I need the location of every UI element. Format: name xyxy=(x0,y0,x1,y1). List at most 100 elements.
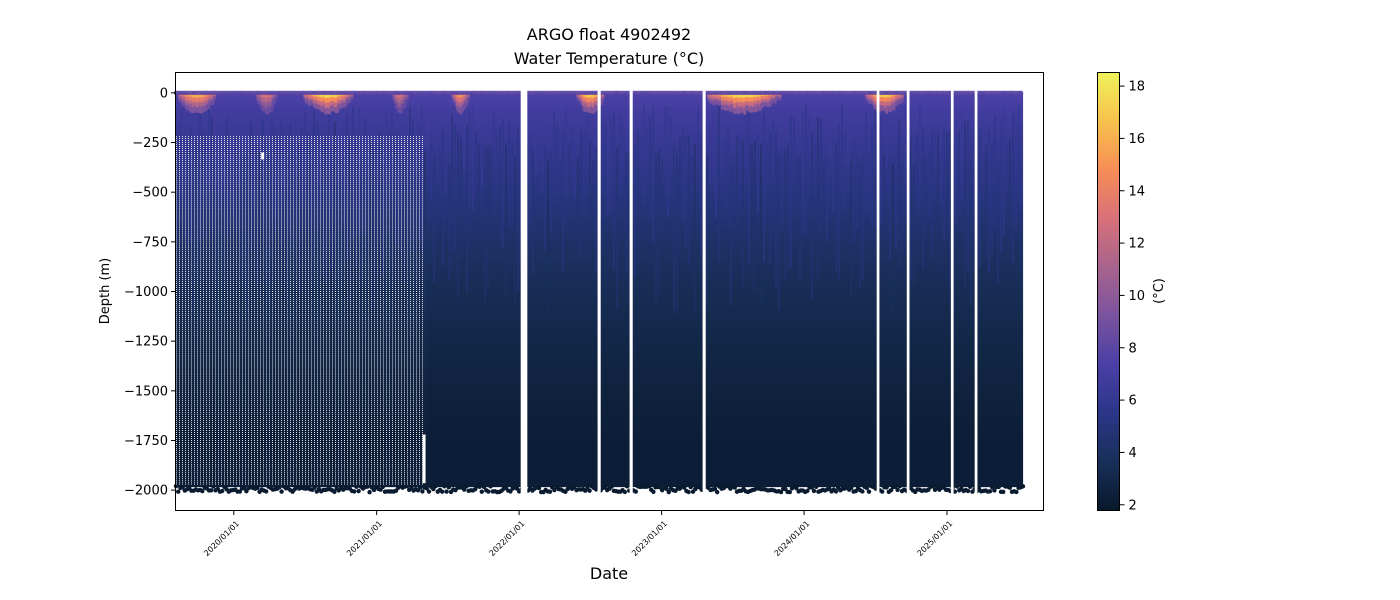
bottom-point xyxy=(587,488,592,493)
bottom-point xyxy=(200,488,205,494)
bottom-point xyxy=(332,489,337,494)
bottom-point xyxy=(682,485,687,490)
bottom-point xyxy=(211,484,216,489)
y-tick-label: −2000 xyxy=(124,484,168,499)
x-tick-label: 2022/01/01 xyxy=(488,519,527,558)
bottom-point xyxy=(424,486,429,491)
bottom-point xyxy=(1020,484,1026,489)
bottom-point xyxy=(481,484,487,490)
bottom-point xyxy=(633,489,638,494)
bottom-point xyxy=(547,489,553,494)
bottom-point xyxy=(426,489,432,494)
bottom-point xyxy=(712,486,718,492)
colorbar-gradient xyxy=(1097,72,1120,511)
y-axis-label: Depth (m) xyxy=(98,258,113,325)
bottom-point xyxy=(380,484,385,490)
bottom-point xyxy=(433,483,438,489)
bottom-point xyxy=(354,484,359,490)
y-tick-label: 0 xyxy=(160,86,168,101)
bottom-point xyxy=(536,485,542,491)
data-gap xyxy=(876,88,880,498)
bottom-point xyxy=(686,489,691,495)
data-gaps xyxy=(520,88,978,498)
bottom-point xyxy=(356,488,361,494)
bottom-point xyxy=(367,489,372,495)
colorbar-ticks: 2 4 6 8 10 12 14 16 18 xyxy=(1119,80,1146,513)
colorbar-tick-label: 6 xyxy=(1129,394,1137,409)
bottom-point xyxy=(488,484,493,489)
x-axis-label: Date xyxy=(590,564,628,583)
y-axis: 0 −250 −500 −750 −1000 −1250 −1500 −1750 −2000 xyxy=(124,86,176,499)
colorbar-tick-label: 14 xyxy=(1129,184,1146,199)
bottom-point xyxy=(409,485,414,490)
bottom-point xyxy=(987,489,993,494)
bottom-point xyxy=(849,485,854,490)
bottom-point xyxy=(688,484,693,490)
bottom-point xyxy=(880,489,885,494)
bottom-point xyxy=(180,485,185,490)
bottom-point xyxy=(462,487,467,492)
x-tick-label: 2021/01/01 xyxy=(345,519,384,558)
bottom-point xyxy=(651,489,656,495)
bottom-point xyxy=(479,489,484,494)
bottom-point xyxy=(664,486,669,492)
plot-area xyxy=(173,88,1026,498)
data-gap xyxy=(702,88,706,498)
bottom-point xyxy=(666,489,671,495)
bottom-point xyxy=(176,489,181,494)
bottom-point xyxy=(811,488,817,494)
data-gap xyxy=(974,88,978,498)
bottom-point xyxy=(442,484,447,489)
bottom-point xyxy=(220,488,225,494)
bottom-point xyxy=(264,489,269,494)
bottom-point xyxy=(732,485,737,490)
bottom-point xyxy=(787,489,792,495)
bottom-point xyxy=(1007,485,1012,490)
bottom-point xyxy=(646,484,652,489)
bottom-point xyxy=(952,489,957,494)
bottom-point xyxy=(622,489,627,495)
x-tick-label: 2025/01/01 xyxy=(915,519,954,558)
y-tick-label: −1000 xyxy=(124,285,168,300)
chart-title: ARGO float 4902492 xyxy=(527,25,691,44)
y-tick-label: −1750 xyxy=(124,434,168,449)
bottom-point xyxy=(444,489,449,494)
bottom-point xyxy=(864,485,869,491)
bottom-point xyxy=(312,485,317,490)
bottom-point xyxy=(805,488,810,494)
colorbar-tick-label: 10 xyxy=(1129,289,1146,304)
bottom-point xyxy=(279,489,284,494)
bottom-point xyxy=(440,489,445,494)
bottom-point xyxy=(930,484,935,489)
bottom-point xyxy=(965,488,971,494)
bottom-point xyxy=(277,485,282,490)
x-tick-label: 2024/01/01 xyxy=(773,519,812,558)
bottom-edge-points xyxy=(173,483,1026,495)
bottom-point xyxy=(237,489,242,494)
colorbar-tick-label: 4 xyxy=(1129,446,1137,461)
bottom-point xyxy=(464,484,469,489)
x-axis: 2020/01/01 2021/01/01 2022/01/01 2023/01/01… xyxy=(202,510,954,558)
y-tick-label: −250 xyxy=(132,136,168,151)
chart-subtitle: Water Temperature (°C) xyxy=(514,49,704,68)
x-tick-label: 2023/01/01 xyxy=(630,519,669,558)
sparse-sampling-dots xyxy=(176,136,426,485)
bottom-point xyxy=(814,484,819,489)
bottom-point xyxy=(954,484,960,489)
bottom-point xyxy=(1014,489,1019,495)
bottom-point xyxy=(255,485,260,491)
colorbar-tick-label: 8 xyxy=(1129,341,1137,356)
bottom-point xyxy=(884,485,889,490)
bottom-point xyxy=(624,484,630,489)
data-gap xyxy=(629,88,633,498)
bottom-point xyxy=(996,484,1001,490)
bottom-point xyxy=(992,488,997,493)
bottom-point xyxy=(477,484,482,490)
colorbar-tick-label: 16 xyxy=(1129,132,1146,147)
bottom-point xyxy=(352,489,357,494)
y-tick-label: −1250 xyxy=(124,335,168,350)
bottom-point xyxy=(897,484,902,489)
colorbar-tick-label: 2 xyxy=(1129,498,1137,513)
bottom-point xyxy=(404,483,410,489)
